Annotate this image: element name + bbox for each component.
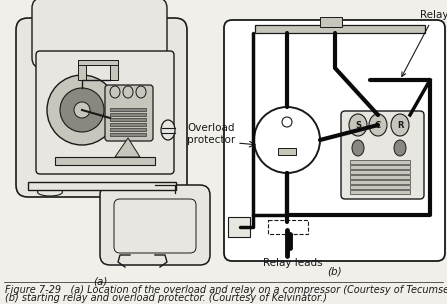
Ellipse shape [110,86,120,98]
FancyBboxPatch shape [100,185,210,265]
FancyBboxPatch shape [16,18,187,197]
Bar [350,170,410,174]
Circle shape [47,75,117,145]
Ellipse shape [161,120,175,140]
Circle shape [282,117,292,127]
Bar [110,123,146,126]
Bar [228,217,250,237]
Bar [110,113,146,116]
Circle shape [74,102,90,118]
Bar [28,182,176,190]
Text: Figure 7-29   (a) Location of the overload and relay on a compressor (Courtesy o: Figure 7-29 (a) Location of the overload… [5,285,447,295]
Bar [350,190,410,194]
Text: S: S [355,120,361,130]
Ellipse shape [349,114,367,136]
Text: Overload: Overload [187,123,235,133]
Text: R: R [397,120,403,130]
Bar [350,180,410,184]
Bar [350,165,410,169]
Text: (b) starting relay and overload protector. (Courtesy of Kelvinator.): (b) starting relay and overload protecto… [5,293,327,303]
Text: Relay leads: Relay leads [263,258,323,268]
Bar [110,108,146,111]
FancyBboxPatch shape [36,51,174,174]
Ellipse shape [369,114,387,136]
Bar [350,185,410,189]
Bar [110,128,146,131]
Bar [78,60,86,80]
Bar [78,60,118,65]
Ellipse shape [136,86,146,98]
Bar [278,148,296,155]
Bar [320,17,342,27]
Bar [110,60,118,80]
Bar [268,220,308,234]
Text: (a): (a) [93,276,107,286]
Ellipse shape [38,188,63,196]
Bar [110,133,146,136]
FancyBboxPatch shape [341,111,424,199]
Circle shape [60,88,104,132]
Circle shape [254,107,320,173]
Ellipse shape [352,140,364,156]
Ellipse shape [391,114,409,136]
Text: Relay: Relay [402,10,447,76]
Text: C: C [375,120,381,130]
Ellipse shape [123,86,133,98]
FancyBboxPatch shape [32,0,167,68]
Text: (b): (b) [328,266,342,276]
Polygon shape [115,138,140,157]
Bar [110,118,146,121]
FancyBboxPatch shape [105,85,153,141]
Bar [350,175,410,179]
Bar [350,160,410,164]
Ellipse shape [394,140,406,156]
Bar [55,157,155,165]
Text: protector: protector [187,135,235,145]
FancyBboxPatch shape [224,20,445,261]
Bar [255,25,425,33]
